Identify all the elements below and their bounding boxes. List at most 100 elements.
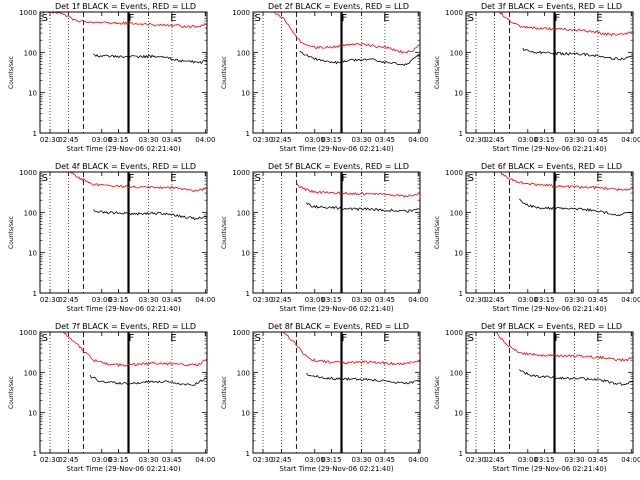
- y-tick-label: 1000: [445, 329, 463, 337]
- x-tick-label: 03:15: [108, 456, 128, 464]
- lld-series-line: [69, 171, 208, 192]
- y-tick-label: 1000: [232, 9, 250, 17]
- marker-label-f: F: [555, 13, 561, 24]
- x-tick-label: 03:00: [92, 296, 112, 304]
- marker-label-s: S: [42, 173, 48, 184]
- x-tick-label: 02:30: [40, 456, 60, 464]
- x-tick-label: 03:30: [351, 296, 371, 304]
- x-tick-label: 03:00: [92, 456, 112, 464]
- marker-label-s: S: [468, 173, 474, 184]
- chart-panel-3: Det 3f BLACK = Events, RED = LLD Counts/s…: [434, 2, 640, 153]
- marker-label-e: E: [170, 13, 176, 24]
- x-tick-label: 02:30: [466, 296, 486, 304]
- y-tick-label: 10: [28, 410, 37, 418]
- plot-frame: [465, 11, 634, 134]
- lld-series-line: [296, 182, 421, 198]
- plot-frame: [252, 11, 421, 134]
- x-tick-label: 04:00: [195, 296, 215, 304]
- y-axis-label: Counts/sec: [221, 56, 228, 89]
- x-tick-label: 03:45: [588, 296, 608, 304]
- lld-series-line: [495, 331, 634, 362]
- plot-frame: [39, 331, 208, 454]
- marker-label-f: F: [555, 173, 561, 184]
- plot-frame: [252, 331, 421, 454]
- x-tick-label: 04:00: [408, 136, 428, 144]
- chart-title: Det 8f BLACK = Events, RED = LLD: [268, 322, 409, 331]
- y-tick-label: 1000: [232, 329, 250, 337]
- y-axis-label: Counts/sec: [8, 376, 15, 409]
- x-tick-label: 04:00: [621, 456, 640, 464]
- marker-label-e: E: [596, 333, 602, 344]
- x-tick-label: 02:45: [271, 136, 291, 144]
- x-axis-label: Start Time (29-Nov-06 02:21:40): [279, 145, 393, 153]
- x-tick-label: 03:00: [92, 136, 112, 144]
- y-tick-label: 1000: [19, 9, 37, 17]
- x-tick-label: 02:45: [484, 136, 504, 144]
- x-axis-label: Start Time (29-Nov-06 02:21:40): [66, 305, 180, 313]
- events-series-line: [299, 50, 421, 67]
- marker-label-s: S: [255, 13, 261, 24]
- x-axis-label: Start Time (29-Nov-06 02:21:40): [279, 305, 393, 313]
- x-tick-label: 04:00: [195, 136, 215, 144]
- x-tick-label: 02:30: [253, 296, 273, 304]
- chart-title: Det 7f BLACK = Events, RED = LLD: [55, 322, 196, 331]
- y-tick-label: 10: [454, 90, 463, 98]
- y-tick-label: 1: [246, 130, 250, 138]
- marker-label-e: E: [170, 333, 176, 344]
- x-axis-label: Start Time (29-Nov-06 02:21:40): [492, 465, 606, 473]
- x-tick-label: 02:45: [58, 456, 78, 464]
- x-tick-label: 03:00: [305, 296, 325, 304]
- x-tick-label: 03:15: [108, 296, 128, 304]
- lld-series-line: [282, 331, 421, 366]
- marker-label-f: F: [129, 13, 135, 24]
- x-tick-label: 03:30: [138, 136, 158, 144]
- x-tick-label: 02:45: [271, 456, 291, 464]
- y-tick-label: 10: [241, 410, 250, 418]
- y-tick-label: 1: [33, 290, 37, 298]
- x-tick-label: 03:30: [138, 296, 158, 304]
- marker-label-e: E: [383, 333, 389, 344]
- x-axis-label: Start Time (29-Nov-06 02:21:40): [66, 465, 180, 473]
- x-tick-label: 03:30: [351, 456, 371, 464]
- plot-frame: [252, 171, 421, 294]
- events-series-line: [519, 198, 634, 217]
- x-tick-label: 03:15: [534, 456, 554, 464]
- chart-panel-6: Det 6f BLACK = Events, RED = LLD Counts/s…: [434, 162, 640, 313]
- y-axis-label: Counts/sec: [8, 56, 15, 89]
- x-tick-label: 03:15: [321, 456, 341, 464]
- x-tick-label: 03:15: [108, 136, 128, 144]
- x-tick-label: 03:15: [321, 296, 341, 304]
- x-axis-label: Start Time (29-Nov-06 02:21:40): [492, 305, 606, 313]
- y-tick-label: 100: [450, 369, 463, 377]
- x-tick-label: 03:45: [375, 456, 395, 464]
- x-tick-label: 03:00: [518, 456, 538, 464]
- x-tick-label: 02:45: [58, 296, 78, 304]
- marker-label-f: F: [555, 333, 561, 344]
- y-axis-label: Counts/sec: [434, 56, 441, 89]
- x-tick-label: 02:45: [271, 296, 291, 304]
- x-tick-label: 02:45: [58, 136, 78, 144]
- x-tick-label: 03:30: [564, 296, 584, 304]
- x-tick-label: 02:30: [253, 136, 273, 144]
- x-tick-label: 02:30: [40, 136, 60, 144]
- y-axis-label: Counts/sec: [434, 376, 441, 409]
- x-tick-label: 03:00: [305, 456, 325, 464]
- y-tick-label: 1: [246, 290, 250, 298]
- y-tick-label: 10: [28, 250, 37, 258]
- chart-title: Det 4f BLACK = Events, RED = LLD: [55, 162, 196, 171]
- x-tick-label: 03:45: [375, 136, 395, 144]
- x-tick-label: 03:00: [518, 136, 538, 144]
- x-tick-label: 02:30: [466, 456, 486, 464]
- events-series-line: [93, 53, 208, 65]
- x-tick-label: 03:45: [375, 296, 395, 304]
- events-series-line: [519, 369, 634, 386]
- marker-label-f: F: [129, 333, 135, 344]
- x-axis-label: Start Time (29-Nov-06 02:21:40): [492, 145, 606, 153]
- y-tick-label: 100: [24, 209, 37, 217]
- x-tick-label: 03:45: [162, 136, 182, 144]
- marker-label-s: S: [468, 13, 474, 24]
- lld-series-line: [63, 331, 208, 368]
- x-tick-label: 04:00: [621, 296, 640, 304]
- y-tick-label: 1000: [445, 169, 463, 177]
- x-tick-label: 04:00: [408, 296, 428, 304]
